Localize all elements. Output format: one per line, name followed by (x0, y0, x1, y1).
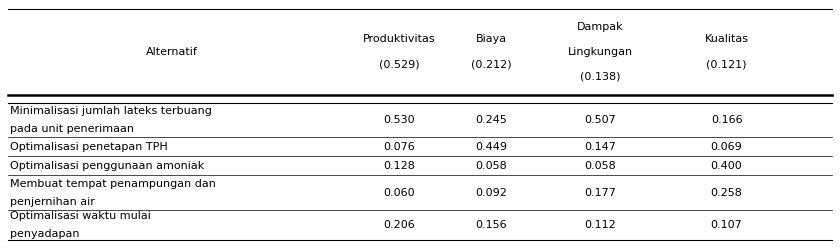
Text: 0.400: 0.400 (711, 161, 743, 171)
Text: 0.177: 0.177 (585, 188, 617, 198)
Text: (0.529): (0.529) (379, 59, 419, 69)
Text: 0.156: 0.156 (475, 220, 507, 230)
Text: (0.138): (0.138) (580, 72, 621, 82)
Text: Dampak: Dampak (577, 22, 624, 32)
Text: 0.166: 0.166 (711, 115, 743, 125)
Text: Optimalisasi penggunaan amoniak: Optimalisasi penggunaan amoniak (10, 161, 204, 171)
Text: Minimalisasi jumlah lateks terbuang: Minimalisasi jumlah lateks terbuang (10, 106, 212, 116)
Text: 0.112: 0.112 (585, 220, 617, 230)
Text: 0.107: 0.107 (711, 220, 743, 230)
Text: Lingkungan: Lingkungan (568, 47, 633, 57)
Text: penyadapan: penyadapan (10, 229, 80, 239)
Text: 0.128: 0.128 (383, 161, 415, 171)
Text: 0.507: 0.507 (585, 115, 617, 125)
Text: 0.060: 0.060 (383, 188, 415, 198)
Text: 0.530: 0.530 (383, 115, 415, 125)
Text: 0.058: 0.058 (475, 161, 507, 171)
Text: 0.206: 0.206 (383, 220, 415, 230)
Text: Alternatif: Alternatif (146, 47, 198, 57)
Text: 0.245: 0.245 (475, 115, 507, 125)
Text: 0.076: 0.076 (383, 142, 415, 152)
Text: penjernihan air: penjernihan air (10, 197, 95, 207)
Text: 0.058: 0.058 (585, 161, 617, 171)
Text: (0.212): (0.212) (471, 59, 512, 69)
Text: Optimalisasi waktu mulai: Optimalisasi waktu mulai (10, 211, 151, 221)
Text: Produktivitas: Produktivitas (363, 34, 435, 44)
Text: Biaya: Biaya (475, 34, 507, 44)
Text: Kualitas: Kualitas (705, 34, 748, 44)
Text: 0.258: 0.258 (711, 188, 743, 198)
Text: pada unit penerimaan: pada unit penerimaan (10, 124, 134, 134)
Text: 0.147: 0.147 (585, 142, 617, 152)
Text: (0.121): (0.121) (706, 59, 747, 69)
Text: 0.449: 0.449 (475, 142, 507, 152)
Text: 0.069: 0.069 (711, 142, 743, 152)
Text: 0.092: 0.092 (475, 188, 507, 198)
Text: Optimalisasi penetapan TPH: Optimalisasi penetapan TPH (10, 142, 168, 152)
Text: Membuat tempat penampungan dan: Membuat tempat penampungan dan (10, 179, 216, 189)
